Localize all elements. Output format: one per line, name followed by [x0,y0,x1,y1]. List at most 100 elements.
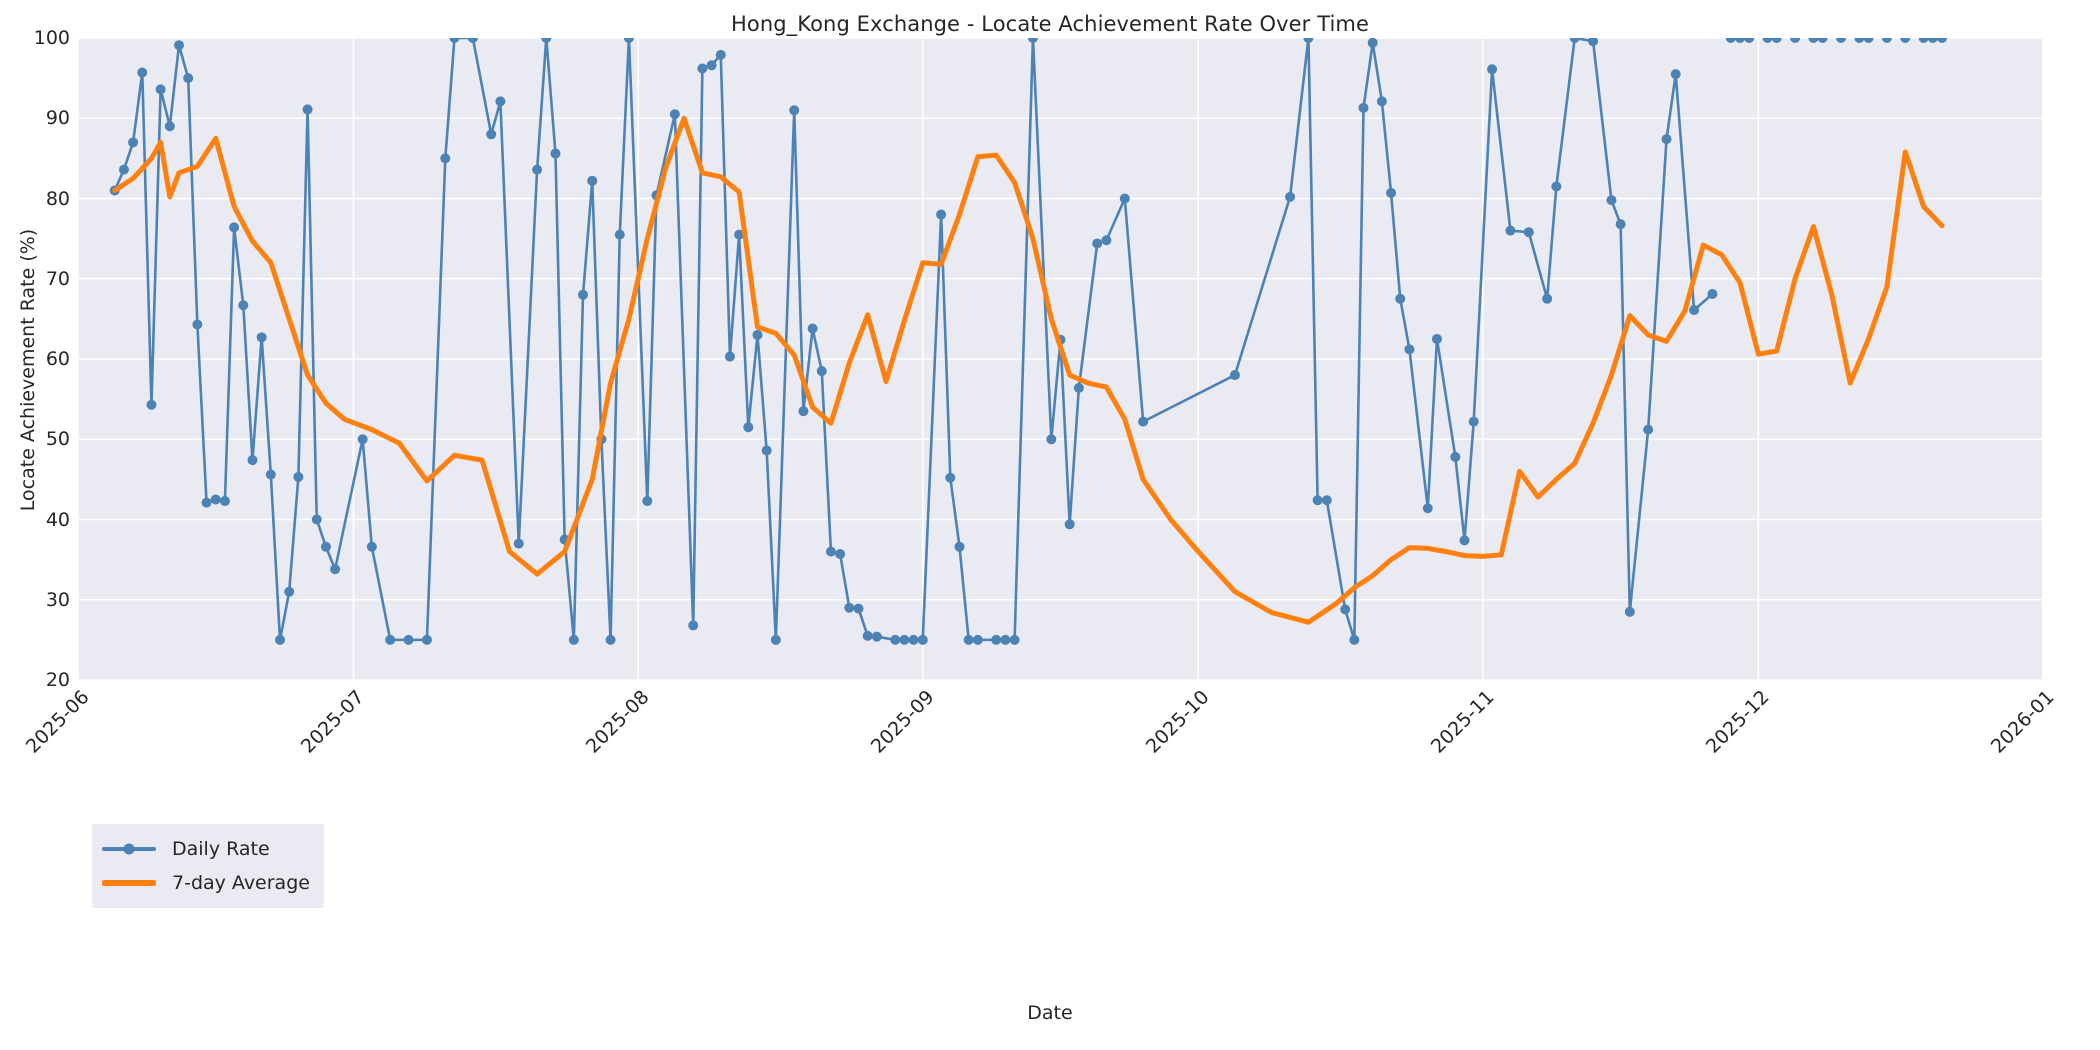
y-tick-label: 20 [45,669,70,691]
x-tick-label: 2025-08 [581,686,654,758]
data-point [853,603,864,614]
data-point [743,422,754,433]
legend-label: Daily Rate [172,838,270,860]
plot-area [78,38,2043,680]
data-point [844,602,855,613]
data-point [385,634,396,645]
data-point [715,49,726,60]
data-point [541,38,552,43]
y-tick-label: 80 [45,187,70,210]
data-point [1523,227,1534,238]
y-tick-label: 90 [45,107,70,130]
data-point [1138,416,1149,427]
y-tick-label: 60 [45,348,70,370]
data-point [871,631,882,642]
x-axis-label: Date [1027,1002,1073,1024]
data-point [1450,451,1461,462]
data-point [1835,38,1846,43]
data-point [164,121,175,132]
x-axis-tick-labels: 2025-06 2025-07 2025-08 2025-09 2025-10 2025-… [22,686,2059,806]
y-axis-label: Locate Achievement Rate (%) [17,228,39,512]
data-point [513,538,524,549]
data-point [1229,370,1240,381]
data-point [1468,416,1479,427]
x-tick-label: 2025-12 [1702,686,1774,758]
data-point [697,63,708,74]
data-point [1900,38,1911,43]
data-point [155,84,166,95]
y-tick-label: 50 [45,428,70,451]
data-point [1092,238,1103,249]
data-point [835,549,846,560]
grid-lines [78,38,2043,680]
data-point [137,67,148,78]
x-tick-label: 2026-01 [1986,686,2059,758]
data-point [623,38,634,43]
legend-item-1[interactable]: 7-day Average [102,866,310,900]
data-point [945,472,956,483]
legend-label: 7-day Average [172,872,310,894]
data-point [265,469,276,480]
data-point [1588,38,1599,47]
data-point [1624,606,1635,617]
legend-swatch-icon [102,873,156,893]
data-point [366,541,377,552]
data-point [1404,344,1415,355]
data-point [1064,519,1075,530]
data-point [825,546,836,557]
legend-item-0[interactable]: Daily Rate [102,832,310,866]
data-point [1918,38,1929,43]
data-point [440,153,451,164]
data-point [1707,289,1718,299]
x-tick-label: 2025-06 [21,686,94,758]
data-point [1027,38,1038,43]
x-tick-label: 2025-07 [297,686,370,758]
data-point [1744,38,1755,43]
data-point [1073,382,1084,393]
data-point [1119,193,1130,204]
legend-swatch-icon [102,839,156,859]
data-point [1927,38,1938,43]
data-point [238,300,249,311]
data-point [311,514,322,525]
data-point [1340,604,1351,615]
page-title: Hong_Kong Exchange - Locate Achievement … [731,12,1369,36]
data-point [908,634,919,645]
data-point [954,541,965,552]
data-point [770,634,781,645]
data-point [1790,38,1801,43]
data-point [1000,634,1011,645]
x-tick-label: 2025-09 [866,686,939,758]
chart-legend: Daily Rate 7-day Average [92,824,324,908]
data-point [789,105,800,116]
data-point [247,455,258,466]
data-point [578,289,589,300]
data-point [532,164,543,175]
data-point [972,634,983,645]
data-point [449,38,460,43]
data-point [330,564,341,575]
data-point [1367,38,1378,48]
data-point [1349,634,1360,645]
data-point [486,129,497,140]
data-point [1670,69,1681,80]
data-point [1487,64,1498,75]
data-point [734,229,745,240]
data-point [128,137,139,148]
data-point [467,38,478,43]
data-point [807,323,818,334]
data-point [752,329,763,340]
data-point [568,634,579,645]
data-point [1386,187,1397,198]
data-point [1615,219,1626,230]
data-point [1505,225,1516,236]
data-point [1101,235,1112,246]
data-point [669,109,680,120]
data-point [1358,102,1369,113]
data-point [991,634,1002,645]
data-point [816,366,827,377]
data-point [798,406,809,417]
data-point [1376,96,1387,107]
data-point [936,209,947,220]
data-point [1321,495,1332,506]
